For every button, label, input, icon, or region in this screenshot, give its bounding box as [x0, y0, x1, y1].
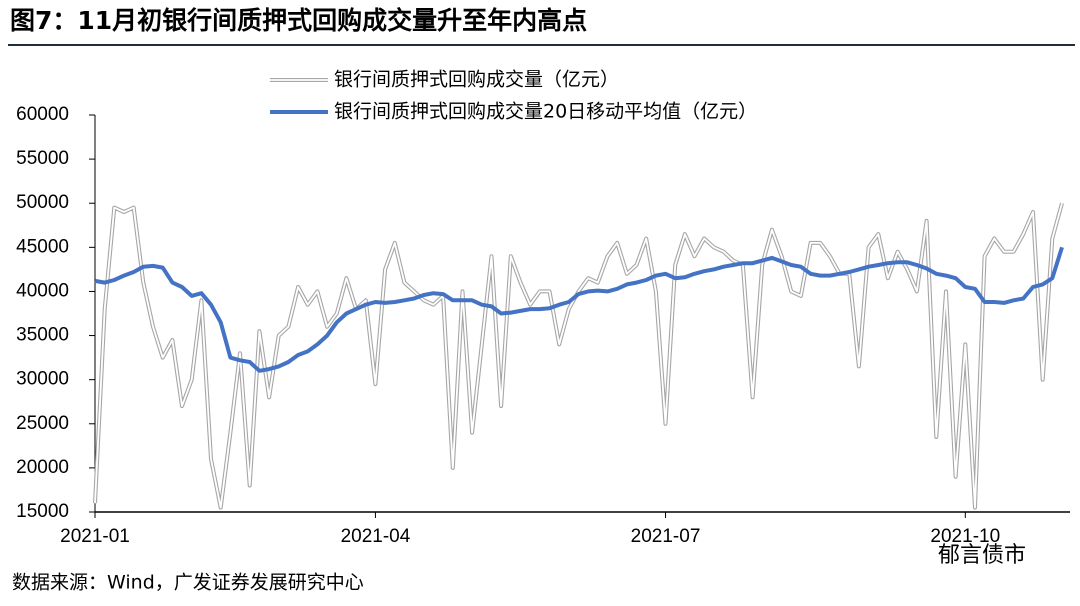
y-tick-label: 55000 — [16, 148, 69, 169]
y-tick-label: 35000 — [16, 325, 69, 346]
legend-label: 银行间质押式回购成交量（亿元） — [334, 69, 619, 91]
legend-label: 银行间质押式回购成交量20日移动平均值（亿元） — [334, 101, 757, 123]
x-tick-label: 2021-07 — [631, 526, 701, 547]
watermark: 郁言债市 — [938, 543, 1026, 568]
series-line-inner — [94, 202, 1063, 509]
x-tick-label: 2021-01 — [60, 526, 130, 547]
y-tick-label: 45000 — [16, 236, 69, 257]
series-line — [94, 246, 1064, 373]
x-tick-label: 2021-04 — [341, 526, 411, 547]
source-note: 数据来源：Wind，广发证券发展研究中心 — [12, 572, 364, 594]
y-tick-label: 25000 — [16, 413, 69, 434]
chart-title: 图7：11月初银行间质押式回购成交量升至年内高点 — [10, 6, 587, 35]
x-tick-label: 2021-10 — [930, 526, 1000, 547]
y-tick-label: 30000 — [16, 369, 69, 390]
y-tick-label: 20000 — [16, 457, 69, 478]
y-tick-label: 50000 — [16, 192, 69, 213]
y-tick-label: 40000 — [16, 280, 69, 301]
y-tick-label: 15000 — [16, 501, 69, 522]
y-tick-label: 60000 — [16, 104, 69, 125]
